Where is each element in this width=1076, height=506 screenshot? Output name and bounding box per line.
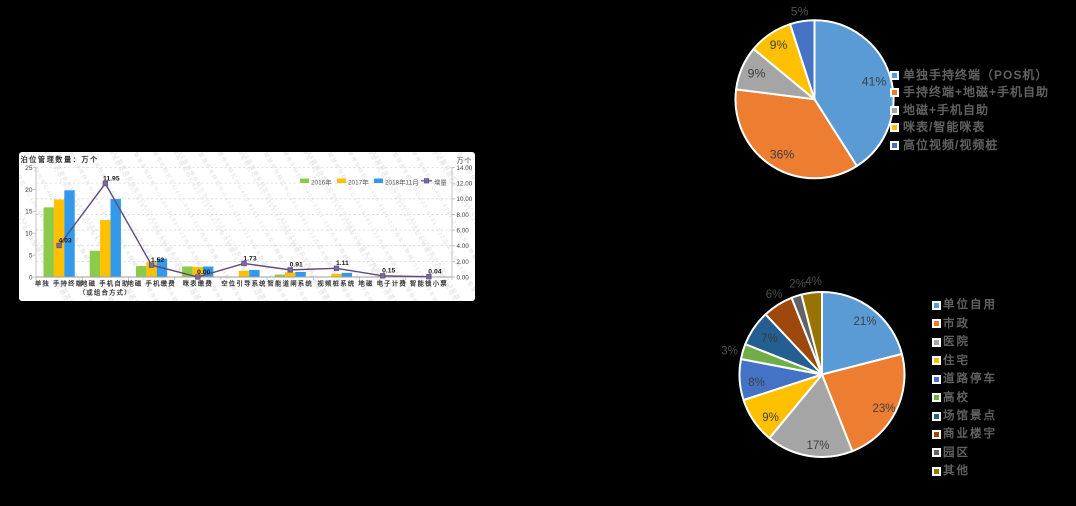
svg-text:智能锁小票: 智能锁小票 [410,279,448,288]
svg-text:2016年: 2016年 [311,178,332,187]
svg-text:1.11: 1.11 [336,260,349,267]
svg-text:咪表缴费: 咪表缴费 [183,279,213,288]
svg-text:泊位管理数量：万个: 泊位管理数量：万个 [21,155,99,164]
svg-text:10: 10 [25,231,33,238]
svg-text:1.73: 1.73 [243,255,256,262]
svg-text:0.00: 0.00 [197,269,210,276]
svg-text:0.15: 0.15 [382,268,395,275]
svg-text:4.00: 4.00 [457,243,470,250]
svg-text:9%: 9% [770,38,788,52]
svg-text:10.00: 10.00 [457,196,473,203]
svg-text:7%: 7% [761,333,778,345]
svg-text:视频桩系统: 视频桩系统 [317,279,355,288]
svg-text:空位引导系统: 空位引导系统 [221,279,267,288]
svg-text:6.00: 6.00 [457,228,470,235]
svg-text:地磁 电子计费: 地磁 电子计费 [358,279,407,288]
svg-text:14.00: 14.00 [457,165,473,172]
svg-text:9%: 9% [762,412,779,424]
svg-text:地磁 手机自助: 地磁 手机自助 [81,279,130,288]
svg-text:41%: 41% [862,74,887,88]
svg-text:5%: 5% [791,4,809,18]
svg-text:0: 0 [29,274,33,281]
svg-text:23%: 23% [872,403,895,415]
svg-text:（或组合方式）: （或组合方式） [79,288,132,297]
svg-text:20: 20 [25,187,33,194]
svg-text:15: 15 [25,209,33,216]
svg-text:4.03: 4.03 [58,237,71,244]
svg-text:2017年: 2017年 [348,178,369,187]
svg-text:智能道闸系统: 智能道闸系统 [267,279,313,288]
svg-text:万个: 万个 [457,157,473,165]
svg-text:21%: 21% [853,316,876,328]
svg-text:11.95: 11.95 [103,175,120,182]
svg-text:2018年11月: 2018年11月 [385,178,419,187]
svg-text:0.91: 0.91 [290,262,303,269]
svg-text:25: 25 [25,165,33,172]
svg-text:4%: 4% [805,276,822,288]
svg-text:5: 5 [29,253,33,260]
svg-text:1.52: 1.52 [151,257,164,264]
svg-text:17%: 17% [806,440,829,452]
svg-text:0.00: 0.00 [457,274,470,281]
svg-text:8.00: 8.00 [457,212,470,219]
svg-text:8%: 8% [748,377,765,389]
svg-text:2%: 2% [789,279,806,291]
svg-text:3%: 3% [721,346,738,358]
svg-text:36%: 36% [770,147,795,161]
svg-text:9%: 9% [748,66,766,80]
svg-text:2.00: 2.00 [457,259,470,266]
svg-text:6%: 6% [766,289,783,301]
svg-text:0.04: 0.04 [428,269,441,276]
svg-text:增量: 增量 [434,178,447,187]
svg-text:地磁 手机缴费: 地磁 手机缴费 [127,279,176,288]
svg-text:12.00: 12.00 [457,181,473,188]
svg-text:单独 手持终端: 单独 手持终端 [35,279,84,288]
